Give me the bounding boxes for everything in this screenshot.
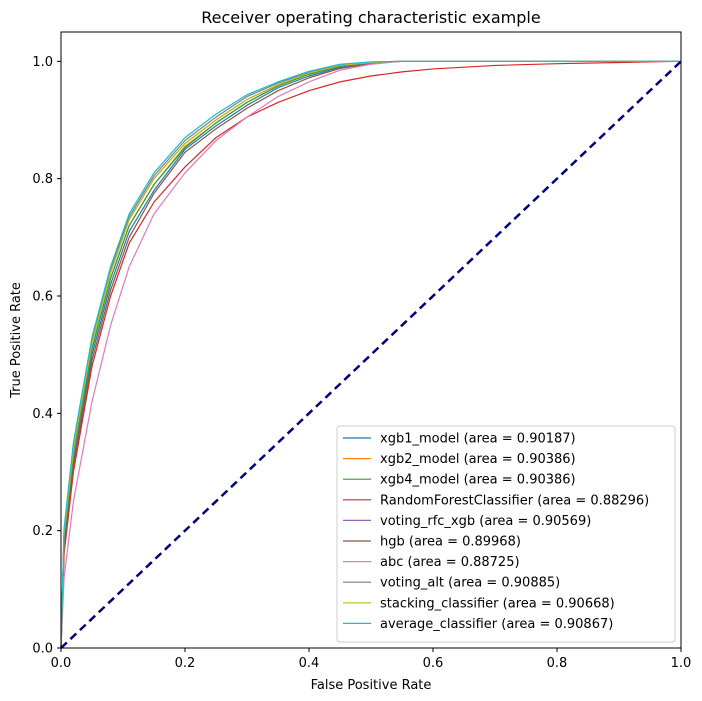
legend-entry: RandomForestClassifier (area = 0.88296) — [380, 493, 649, 508]
x-tick-label: 1.0 — [671, 656, 692, 671]
legend-entry: xgb4_model (area = 0.90386) — [380, 473, 576, 488]
legend-entry: abc (area = 0.88725) — [380, 555, 520, 570]
legend-entry: hgb (area = 0.89968) — [380, 535, 521, 550]
y-tick-label: 0.2 — [32, 524, 53, 539]
x-axis-label: False Positive Rate — [311, 678, 432, 693]
x-tick-label: 0.4 — [299, 656, 320, 671]
y-tick-label: 1.0 — [32, 55, 53, 70]
y-tick-label: 0.0 — [32, 642, 53, 657]
roc-curve-9 — [60, 60, 681, 649]
y-tick-label: 0.8 — [32, 172, 53, 187]
y-axis-label: True Positive Rate — [9, 282, 24, 399]
legend-entry: voting_alt (area = 0.90885) — [380, 576, 560, 591]
legend-box — [336, 425, 676, 643]
legend: xgb1_model (area = 0.90187) xgb2_model (a… — [336, 425, 676, 643]
y-axis-ticks: 0.0 0.2 0.4 0.6 0.8 1.0 — [32, 55, 61, 657]
legend-entry: voting_rfc_xgb (area = 0.90569) — [380, 514, 591, 529]
chart-title: Receiver operating characteristic exampl… — [201, 8, 540, 27]
x-axis-ticks: 0.0 0.2 0.4 0.6 0.8 1.0 — [51, 648, 692, 671]
plot-area — [60, 60, 682, 649]
legend-entry: xgb1_model (area = 0.90187) — [380, 432, 576, 447]
y-tick-label: 0.6 — [32, 290, 53, 305]
x-tick-label: 0.8 — [547, 656, 568, 671]
x-tick-label: 0.6 — [423, 656, 444, 671]
x-tick-label: 0.2 — [175, 656, 196, 671]
x-tick-label: 0.0 — [51, 656, 72, 671]
plot-frame — [60, 31, 682, 649]
y-tick-label: 0.4 — [32, 407, 53, 422]
legend-entry: xgb2_model (area = 0.90386) — [380, 452, 576, 467]
legend-entry: stacking_classifier (area = 0.90668) — [380, 596, 615, 611]
legend-entry: average_classifier (area = 0.90867) — [380, 617, 613, 632]
roc-curve-3 — [60, 60, 682, 649]
